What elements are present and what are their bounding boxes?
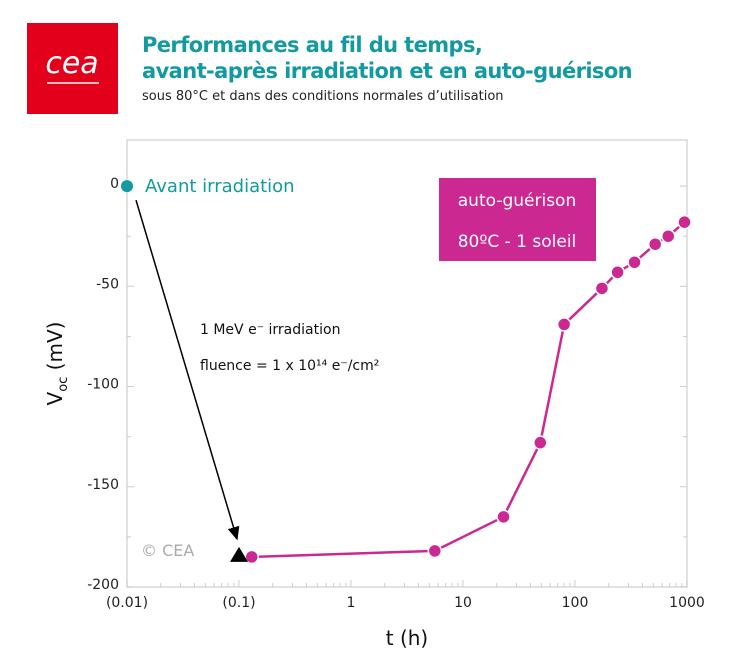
y-tick-label: -150 — [87, 477, 119, 493]
svg-text:cea: cea — [45, 46, 98, 81]
healing-point — [496, 509, 511, 525]
x-tick-label: (0.1) — [222, 595, 255, 611]
healing-box — [439, 178, 596, 261]
healing-point — [660, 228, 676, 244]
healing-point — [610, 265, 625, 280]
x-tick-label: 10 — [454, 595, 472, 611]
x-tick-label: 1000 — [669, 595, 705, 611]
x-axis-label: t (h) — [386, 626, 428, 650]
irradiated-point-triangle — [230, 546, 248, 562]
healing-box-line2: 80ºC - 1 soleil — [458, 232, 577, 252]
healing-point — [427, 543, 443, 559]
cea-logo: cea — [27, 23, 118, 114]
y-tick-label: 0 — [110, 176, 119, 192]
chart-title: Performances au fil du temps, avant-aprè… — [142, 32, 633, 84]
healing-point — [533, 435, 548, 450]
irradiation-annotation-line2: fluence = 1 x 10¹⁴ e⁻/cm² — [200, 358, 379, 374]
y-tick-label: -100 — [87, 377, 119, 393]
before-irradiation-label: Avant irradiation — [145, 176, 295, 197]
irradiation-annotation-line1: 1 MeV e⁻ irradiation — [200, 322, 340, 338]
plot-frame — [126, 139, 688, 588]
before-irradiation-point — [121, 180, 133, 193]
healing-point — [594, 281, 610, 296]
title-line-1: Performances au fil du temps, — [142, 33, 483, 57]
healing-point — [627, 255, 642, 270]
copyright-label: © CEA — [141, 541, 194, 560]
healing-point — [556, 317, 572, 332]
x-tick-label: (0.01) — [106, 595, 148, 611]
y-axis-label: Voc (mV) — [43, 322, 71, 406]
healing-box-line1: auto-guérison — [458, 191, 576, 211]
healing-point — [677, 214, 692, 230]
healing-point — [647, 236, 663, 252]
y-tick-label: -200 — [87, 577, 119, 593]
title-line-2: avant-après irradiation et en auto-guéri… — [142, 59, 633, 83]
irradiation-arrow — [135, 199, 240, 541]
x-tick-label: 100 — [562, 595, 589, 611]
y-tick-label: -50 — [96, 276, 119, 292]
chart-subtitle: sous 80°C et dans des conditions normale… — [142, 89, 504, 104]
healing-point — [244, 549, 260, 565]
x-tick-label: 1 — [347, 595, 356, 611]
